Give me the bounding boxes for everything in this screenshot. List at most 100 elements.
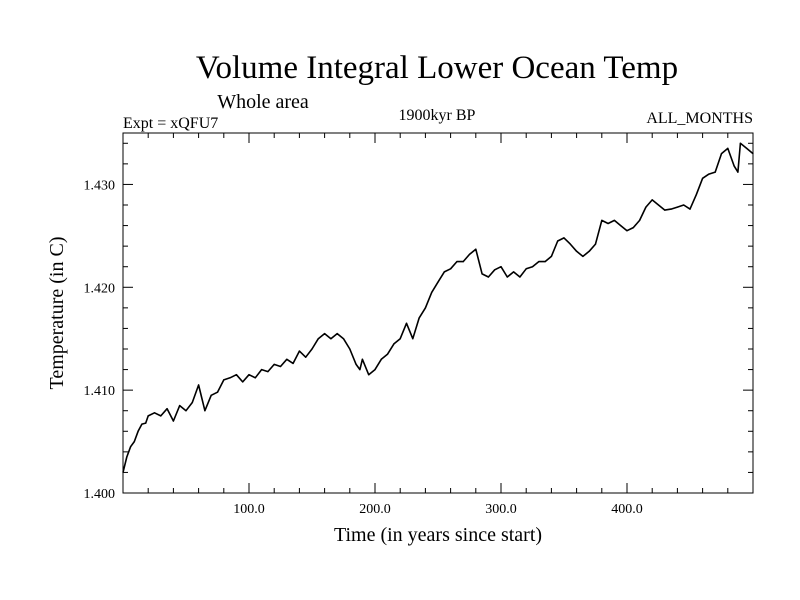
data-point (368, 374, 370, 376)
data-point (229, 377, 231, 379)
series-points (122, 142, 754, 473)
data-point (626, 230, 628, 232)
data-point (172, 420, 174, 422)
data-point (475, 248, 477, 250)
data-point (399, 338, 401, 340)
data-point (620, 225, 622, 227)
data-point (746, 147, 748, 149)
data-point (305, 356, 307, 358)
data-point (412, 338, 414, 340)
data-point (582, 255, 584, 257)
data-point (405, 322, 408, 324)
data-point (130, 446, 132, 448)
data-point (216, 391, 219, 393)
data-point (261, 369, 263, 371)
data-point (513, 271, 515, 273)
data-point (645, 206, 647, 208)
data-point (752, 153, 754, 155)
data-point (286, 358, 288, 360)
data-point (708, 173, 710, 175)
data-point (153, 412, 156, 414)
x-tick-label: 400.0 (611, 502, 643, 517)
data-point (737, 171, 739, 173)
temperature-series-line (122, 142, 754, 473)
data-point (651, 199, 653, 201)
data-point (544, 261, 546, 263)
data-point (569, 243, 571, 245)
data-point (563, 237, 565, 239)
data-point (254, 377, 256, 379)
data-point (242, 381, 244, 383)
data-point (733, 165, 735, 167)
data-point (538, 261, 540, 263)
data-point (198, 384, 200, 386)
data-point (133, 441, 135, 443)
data-point (632, 227, 634, 229)
data-point (342, 338, 345, 340)
data-point (676, 206, 679, 208)
data-point (311, 348, 313, 350)
data-point (714, 171, 716, 173)
plot-frame (122, 132, 754, 494)
data-point (727, 147, 729, 149)
data-point (137, 430, 139, 432)
data-point (393, 343, 395, 345)
data-point (720, 153, 723, 155)
data-point (179, 405, 181, 407)
data-point (657, 204, 660, 206)
data-point (695, 194, 697, 196)
data-point (519, 276, 521, 278)
data-point (324, 333, 326, 335)
x-tick-label: 200.0 (359, 502, 391, 517)
data-point (361, 358, 363, 360)
y-tick-label: 1.430 (84, 178, 116, 193)
data-point (380, 358, 382, 360)
data-point (387, 353, 389, 355)
data-point (689, 208, 691, 210)
data-point (330, 338, 332, 340)
data-point (145, 422, 147, 424)
data-point (437, 281, 439, 283)
x-tick-labels: 100.0 200.0 300.0 400.0 (233, 502, 643, 517)
data-point (267, 371, 269, 373)
data-point (550, 255, 553, 257)
data-point (126, 456, 128, 458)
data-point (191, 401, 193, 404)
data-point (204, 410, 206, 412)
data-point (292, 362, 294, 364)
experiment-label: Expt = xQFU7 (123, 115, 218, 132)
data-point (664, 209, 666, 211)
data-point (210, 394, 212, 396)
data-point (235, 374, 237, 376)
data-point (468, 253, 471, 255)
y-tick-label: 1.400 (84, 487, 116, 502)
data-point (531, 266, 534, 268)
data-point (317, 338, 319, 340)
data-point (494, 269, 496, 271)
data-point (613, 219, 616, 221)
data-point (576, 250, 578, 252)
data-point (223, 379, 225, 381)
data-point (418, 317, 420, 319)
data-point (431, 291, 433, 293)
chart-title: Volume Integral Lower Ocean Temp (196, 50, 678, 86)
x-tick-label: 100.0 (233, 502, 265, 517)
data-point (298, 350, 300, 352)
x-axis-label: Time (in years since start) (334, 524, 542, 546)
data-point (166, 408, 168, 410)
data-point (147, 415, 149, 417)
data-point (683, 204, 685, 206)
axis-ticks (123, 133, 753, 493)
data-point (594, 243, 597, 245)
chart-subtitle: Whole area (217, 91, 309, 113)
data-point (279, 365, 282, 368)
y-tick-label: 1.410 (84, 384, 116, 399)
y-tick-label: 1.420 (84, 281, 116, 296)
data-point (739, 142, 742, 144)
data-point (462, 261, 464, 263)
data-point (601, 219, 603, 221)
data-point (557, 240, 559, 242)
data-point (336, 333, 338, 335)
data-point (424, 307, 426, 309)
